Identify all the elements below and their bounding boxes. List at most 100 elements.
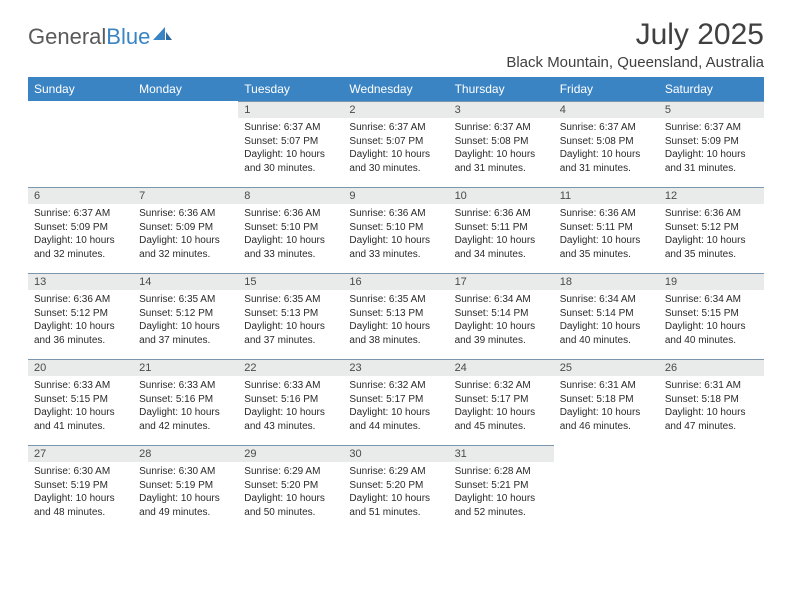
day-header: Wednesday	[343, 77, 448, 101]
sunrise-line: Sunrise: 6:36 AM	[455, 207, 548, 221]
sunset-line: Sunset: 5:19 PM	[139, 479, 232, 493]
sunrise-line: Sunrise: 6:37 AM	[349, 121, 442, 135]
calendar-week: 27Sunrise: 6:30 AMSunset: 5:19 PMDayligh…	[28, 445, 764, 531]
day-body: Sunrise: 6:36 AMSunset: 5:11 PMDaylight:…	[554, 204, 659, 265]
sunrise-line: Sunrise: 6:32 AM	[349, 379, 442, 393]
sunrise-line: Sunrise: 6:36 AM	[34, 293, 127, 307]
day-body: Sunrise: 6:37 AMSunset: 5:09 PMDaylight:…	[659, 118, 764, 179]
sunrise-line: Sunrise: 6:34 AM	[455, 293, 548, 307]
sunrise-line: Sunrise: 6:31 AM	[665, 379, 758, 393]
day-body: Sunrise: 6:34 AMSunset: 5:14 PMDaylight:…	[449, 290, 554, 351]
daylight-line: and 45 minutes.	[455, 420, 548, 434]
sunrise-line: Sunrise: 6:33 AM	[34, 379, 127, 393]
day-number: 16	[343, 273, 448, 290]
day-body: Sunrise: 6:34 AMSunset: 5:14 PMDaylight:…	[554, 290, 659, 351]
calendar-cell: 11Sunrise: 6:36 AMSunset: 5:11 PMDayligh…	[554, 187, 659, 273]
day-number: 27	[28, 445, 133, 462]
header: GeneralBlue July 2025 Black Mountain, Qu…	[28, 18, 764, 71]
daylight-line: and 52 minutes.	[455, 506, 548, 520]
sunset-line: Sunset: 5:17 PM	[349, 393, 442, 407]
sunset-line: Sunset: 5:18 PM	[665, 393, 758, 407]
calendar-cell: 7Sunrise: 6:36 AMSunset: 5:09 PMDaylight…	[133, 187, 238, 273]
daylight-line: Daylight: 10 hours	[244, 320, 337, 334]
daylight-line: and 43 minutes.	[244, 420, 337, 434]
calendar-cell: 6Sunrise: 6:37 AMSunset: 5:09 PMDaylight…	[28, 187, 133, 273]
day-body: Sunrise: 6:37 AMSunset: 5:07 PMDaylight:…	[343, 118, 448, 179]
sunset-line: Sunset: 5:20 PM	[244, 479, 337, 493]
day-number: 1	[238, 101, 343, 118]
daylight-line: and 47 minutes.	[665, 420, 758, 434]
day-header: Sunday	[28, 77, 133, 101]
daylight-line: Daylight: 10 hours	[665, 320, 758, 334]
sunset-line: Sunset: 5:18 PM	[560, 393, 653, 407]
calendar-week: 6Sunrise: 6:37 AMSunset: 5:09 PMDaylight…	[28, 187, 764, 273]
day-number: 8	[238, 187, 343, 204]
daylight-line: and 39 minutes.	[455, 334, 548, 348]
sunset-line: Sunset: 5:17 PM	[455, 393, 548, 407]
daylight-line: and 32 minutes.	[139, 248, 232, 262]
daylight-line: Daylight: 10 hours	[349, 492, 442, 506]
calendar-cell: 14Sunrise: 6:35 AMSunset: 5:12 PMDayligh…	[133, 273, 238, 359]
daylight-line: and 50 minutes.	[244, 506, 337, 520]
sunset-line: Sunset: 5:21 PM	[455, 479, 548, 493]
day-number: 23	[343, 359, 448, 376]
sunset-line: Sunset: 5:15 PM	[665, 307, 758, 321]
daylight-line: Daylight: 10 hours	[139, 320, 232, 334]
page: GeneralBlue July 2025 Black Mountain, Qu…	[0, 0, 792, 549]
sunset-line: Sunset: 5:15 PM	[34, 393, 127, 407]
daylight-line: and 31 minutes.	[560, 162, 653, 176]
day-number: 9	[343, 187, 448, 204]
daylight-line: Daylight: 10 hours	[560, 148, 653, 162]
day-number: 30	[343, 445, 448, 462]
daylight-line: and 42 minutes.	[139, 420, 232, 434]
daylight-line: and 48 minutes.	[34, 506, 127, 520]
sunrise-line: Sunrise: 6:36 AM	[139, 207, 232, 221]
day-number: 11	[554, 187, 659, 204]
sunrise-line: Sunrise: 6:34 AM	[665, 293, 758, 307]
day-body: Sunrise: 6:35 AMSunset: 5:13 PMDaylight:…	[238, 290, 343, 351]
daylight-line: and 32 minutes.	[34, 248, 127, 262]
day-body: Sunrise: 6:36 AMSunset: 5:10 PMDaylight:…	[343, 204, 448, 265]
calendar-cell: 22Sunrise: 6:33 AMSunset: 5:16 PMDayligh…	[238, 359, 343, 445]
daylight-line: and 49 minutes.	[139, 506, 232, 520]
calendar-week: 13Sunrise: 6:36 AMSunset: 5:12 PMDayligh…	[28, 273, 764, 359]
sunrise-line: Sunrise: 6:35 AM	[244, 293, 337, 307]
calendar-cell: 29Sunrise: 6:29 AMSunset: 5:20 PMDayligh…	[238, 445, 343, 531]
sunrise-line: Sunrise: 6:37 AM	[455, 121, 548, 135]
day-number: 6	[28, 187, 133, 204]
day-body: Sunrise: 6:30 AMSunset: 5:19 PMDaylight:…	[133, 462, 238, 523]
daylight-line: and 33 minutes.	[244, 248, 337, 262]
daylight-line: and 37 minutes.	[139, 334, 232, 348]
day-number: 17	[449, 273, 554, 290]
daylight-line: Daylight: 10 hours	[139, 406, 232, 420]
daylight-line: and 30 minutes.	[244, 162, 337, 176]
calendar-cell	[659, 445, 764, 531]
calendar-cell: 3Sunrise: 6:37 AMSunset: 5:08 PMDaylight…	[449, 101, 554, 187]
daylight-line: Daylight: 10 hours	[244, 234, 337, 248]
daylight-line: and 36 minutes.	[34, 334, 127, 348]
calendar-cell: 18Sunrise: 6:34 AMSunset: 5:14 PMDayligh…	[554, 273, 659, 359]
daylight-line: Daylight: 10 hours	[455, 320, 548, 334]
calendar-body: 1Sunrise: 6:37 AMSunset: 5:07 PMDaylight…	[28, 101, 764, 531]
day-number: 28	[133, 445, 238, 462]
calendar-cell: 1Sunrise: 6:37 AMSunset: 5:07 PMDaylight…	[238, 101, 343, 187]
sunrise-line: Sunrise: 6:36 AM	[244, 207, 337, 221]
calendar-cell: 8Sunrise: 6:36 AMSunset: 5:10 PMDaylight…	[238, 187, 343, 273]
sunset-line: Sunset: 5:20 PM	[349, 479, 442, 493]
daylight-line: and 30 minutes.	[349, 162, 442, 176]
sunrise-line: Sunrise: 6:37 AM	[244, 121, 337, 135]
daylight-line: Daylight: 10 hours	[349, 234, 442, 248]
daylight-line: and 40 minutes.	[665, 334, 758, 348]
day-number: 29	[238, 445, 343, 462]
calendar-cell: 9Sunrise: 6:36 AMSunset: 5:10 PMDaylight…	[343, 187, 448, 273]
day-number: 25	[554, 359, 659, 376]
calendar-cell: 5Sunrise: 6:37 AMSunset: 5:09 PMDaylight…	[659, 101, 764, 187]
daylight-line: Daylight: 10 hours	[665, 406, 758, 420]
day-body: Sunrise: 6:29 AMSunset: 5:20 PMDaylight:…	[343, 462, 448, 523]
day-body: Sunrise: 6:32 AMSunset: 5:17 PMDaylight:…	[343, 376, 448, 437]
sunset-line: Sunset: 5:19 PM	[34, 479, 127, 493]
day-body: Sunrise: 6:37 AMSunset: 5:08 PMDaylight:…	[554, 118, 659, 179]
day-number: 24	[449, 359, 554, 376]
daylight-line: and 37 minutes.	[244, 334, 337, 348]
sunset-line: Sunset: 5:08 PM	[455, 135, 548, 149]
